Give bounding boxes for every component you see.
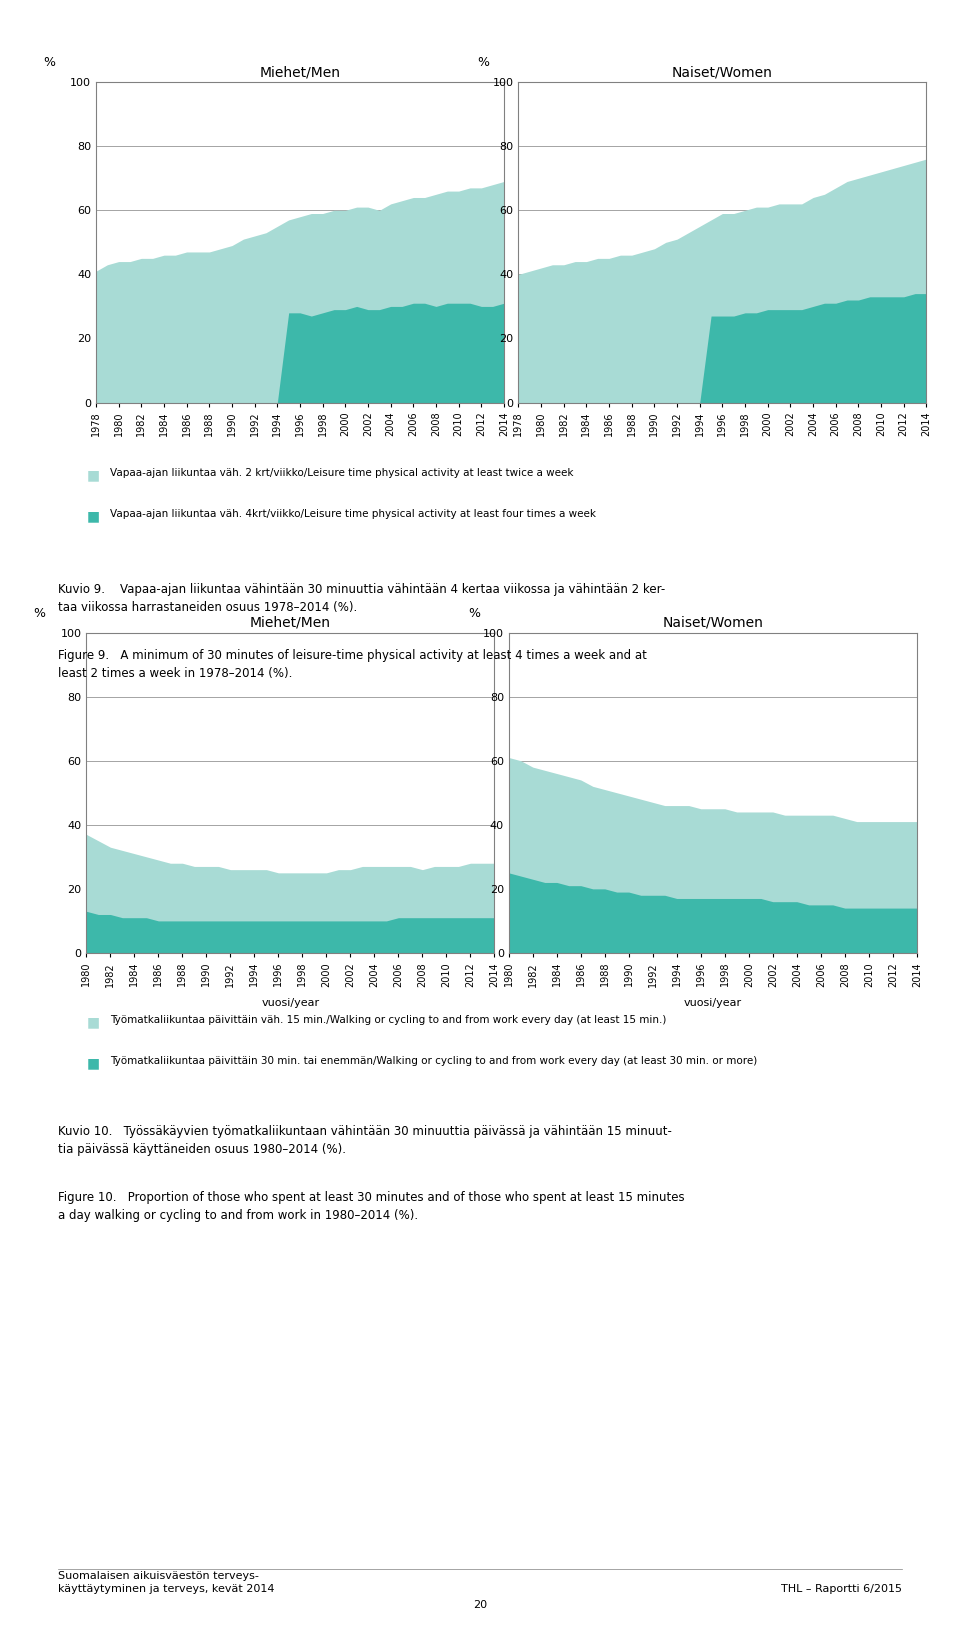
Title: Naiset/Women: Naiset/Women [672, 66, 773, 79]
Text: %: % [43, 56, 55, 69]
Text: Suomalaisen aikuisväestön terveys-
käyttäytyminen ja terveys, kevät 2014: Suomalaisen aikuisväestön terveys- käytt… [58, 1571, 275, 1594]
Text: Figure 9.   A minimum of 30 minutes of leisure-time physical activity at least 4: Figure 9. A minimum of 30 minutes of lei… [58, 649, 646, 680]
Text: Työmatkaliikuntaa päivittäin 30 min. tai enemmän/Walking or cycling to and from : Työmatkaliikuntaa päivittäin 30 min. tai… [110, 1056, 757, 1066]
Text: %: % [478, 56, 490, 69]
Text: %: % [34, 606, 45, 619]
Text: ■: ■ [86, 1015, 100, 1030]
Text: Figure 10.   Proportion of those who spent at least 30 minutes and of those who : Figure 10. Proportion of those who spent… [58, 1191, 684, 1222]
Text: 20: 20 [473, 1600, 487, 1610]
Text: ■: ■ [86, 1056, 100, 1071]
X-axis label: vuosi/year: vuosi/year [684, 997, 742, 1007]
Text: ■: ■ [86, 468, 100, 483]
Title: Miehet/Men: Miehet/Men [250, 616, 331, 629]
Text: Vapaa-ajan liikuntaa väh. 2 krt/viikko/Leisure time physical activity at least t: Vapaa-ajan liikuntaa väh. 2 krt/viikko/L… [110, 468, 574, 478]
Title: Miehet/Men: Miehet/Men [259, 66, 341, 79]
Text: Vapaa-ajan liikuntaa väh. 4krt/viikko/Leisure time physical activity at least fo: Vapaa-ajan liikuntaa väh. 4krt/viikko/Le… [110, 509, 596, 519]
Text: ■: ■ [86, 509, 100, 524]
Text: %: % [468, 606, 480, 619]
X-axis label: vuosi/year: vuosi/year [261, 997, 320, 1007]
Text: THL – Raportti 6/2015: THL – Raportti 6/2015 [781, 1584, 902, 1594]
Text: Työmatkaliikuntaa päivittäin väh. 15 min./Walking or cycling to and from work ev: Työmatkaliikuntaa päivittäin väh. 15 min… [110, 1015, 667, 1025]
Text: Kuvio 10.   Työssäkäyvien työmatkaliikuntaan vähintään 30 minuuttia päivässä ja : Kuvio 10. Työssäkäyvien työmatkaliikunta… [58, 1125, 671, 1157]
Text: Kuvio 9.    Vapaa-ajan liikuntaa vähintään 30 minuuttia vähintään 4 kertaa viiko: Kuvio 9. Vapaa-ajan liikuntaa vähintään … [58, 583, 665, 614]
Title: Naiset/Women: Naiset/Women [662, 616, 763, 629]
